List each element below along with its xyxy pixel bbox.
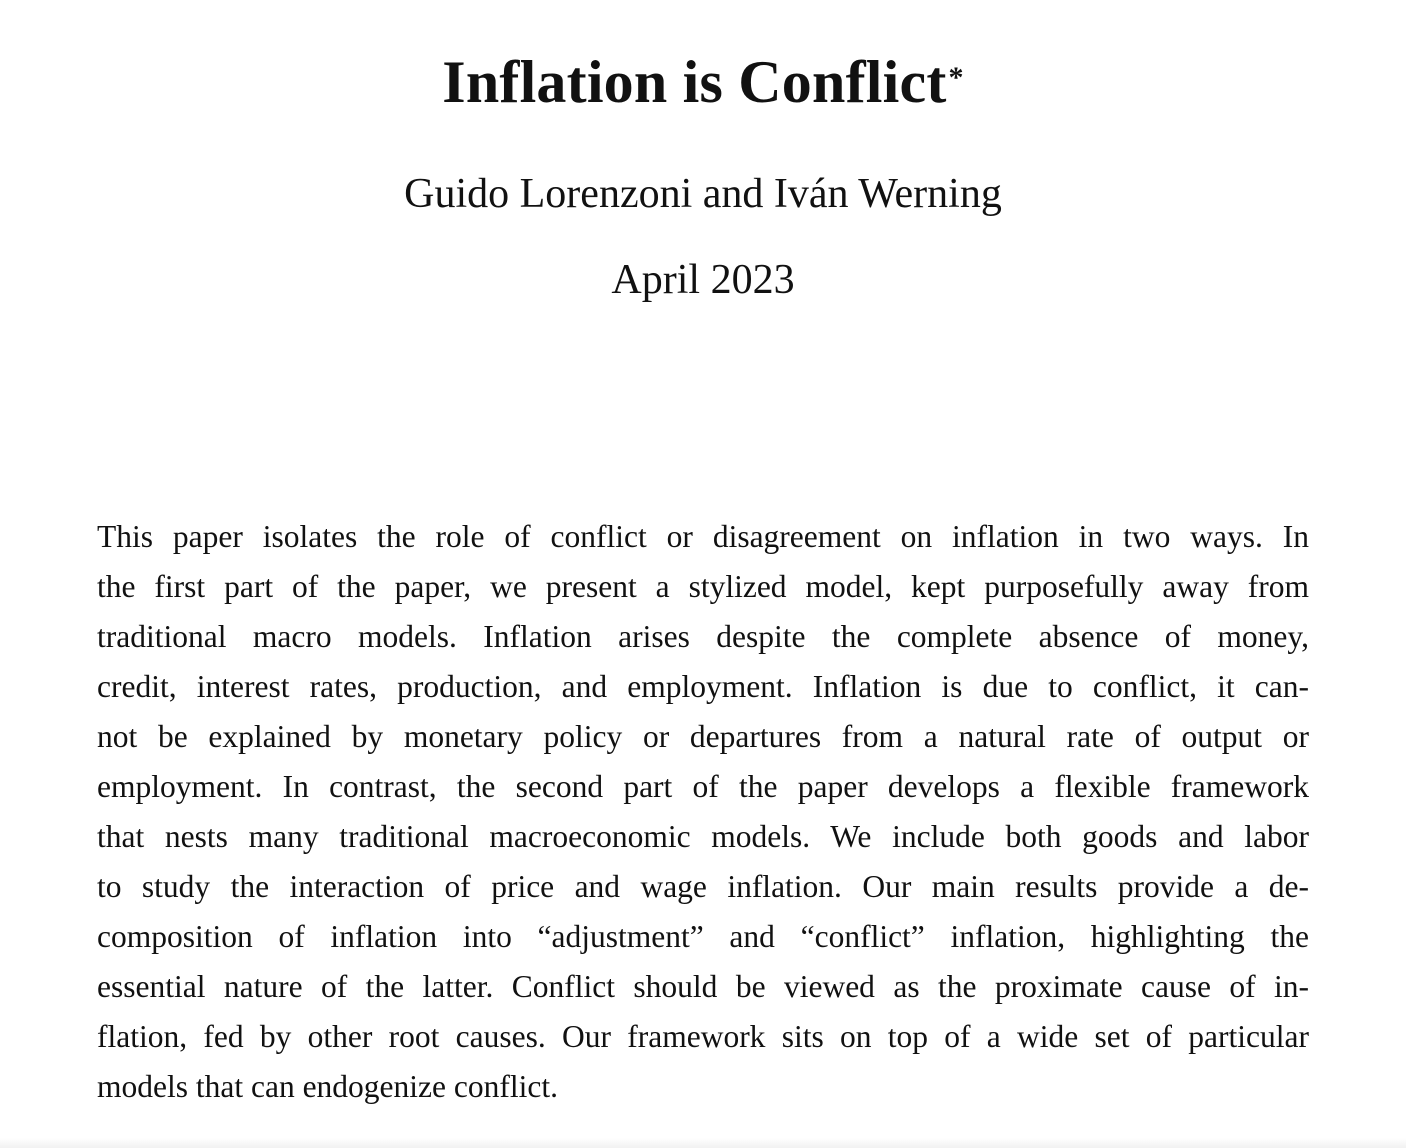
abstract-line: traditional macro models. Inflation aris… <box>97 619 1309 654</box>
abstract-line: not be explained by monetary policy or d… <box>97 719 1309 754</box>
abstract-line: flation, fed by other root causes. Our f… <box>97 1019 1309 1054</box>
abstract-line: composition of inflation into “adjustmen… <box>97 919 1309 954</box>
page-bottom-edge <box>0 1138 1406 1148</box>
abstract-line: to study the interaction of price and wa… <box>97 869 1309 904</box>
abstract: This paper isolates the role of conflict… <box>97 512 1309 1112</box>
abstract-line: This paper isolates the role of conflict… <box>97 519 1309 554</box>
abstract-line: credit, interest rates, production, and … <box>97 669 1309 704</box>
abstract-line: the first part of the paper, we present … <box>97 569 1309 604</box>
abstract-line: employment. In contrast, the second part… <box>97 769 1309 804</box>
title-footnote-mark[interactable]: * <box>948 61 964 94</box>
paper-title-text: Inflation is Conflict <box>442 49 947 115</box>
paper-date: April 2023 <box>611 257 795 303</box>
abstract-line: models that can endogenize conflict. <box>97 1069 558 1104</box>
paper-authors: Guido Lorenzoni and Iván Werning <box>404 171 1002 217</box>
abstract-line: essential nature of the latter. Conflict… <box>97 969 1309 1004</box>
paper-title: Inflation is Conflict* <box>0 46 1406 118</box>
abstract-line: that nests many traditional macroeconomi… <box>97 819 1309 854</box>
